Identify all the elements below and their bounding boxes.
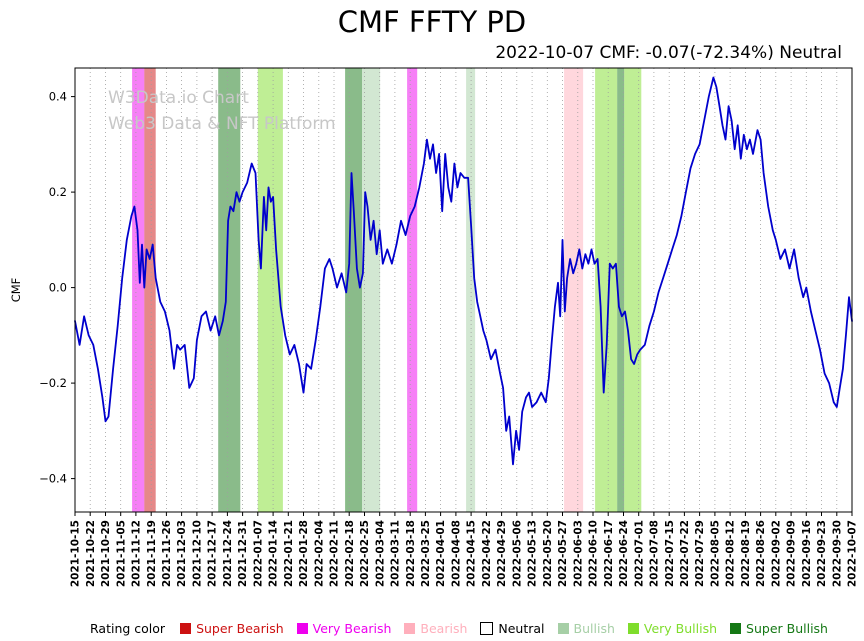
rating-legend: Rating color Super Bearish Very Bearish Be… [90, 621, 828, 636]
legend-swatch-neutral [480, 622, 494, 635]
legend-item-super_bullish: Super Bullish [730, 621, 828, 636]
legend-item-bearish: Bearish [404, 621, 467, 636]
legend-label-very_bullish: Very Bullish [643, 621, 718, 636]
x-tick-label: 2022-01-28 [298, 520, 310, 587]
x-tick-label: 2021-12-10 [192, 520, 204, 587]
x-tick-label: 2022-09-02 [770, 520, 782, 587]
legend-swatch-bullish [557, 623, 569, 634]
x-tick-label: 2022-10-07 [847, 520, 859, 587]
x-tick-label: 2022-09-16 [801, 520, 813, 587]
rating-band-super_bullish [617, 68, 625, 512]
legend-label-super_bullish: Super Bullish [746, 621, 828, 636]
legend-swatch-very_bullish [627, 623, 639, 634]
legend-label-very_bearish: Very Bearish [312, 621, 392, 636]
legend-swatch-bearish [404, 623, 416, 634]
x-tick-label: 2021-11-05 [115, 520, 127, 587]
legend-item-very_bearish: Very Bearish [296, 621, 392, 636]
x-tick-label: 2022-02-25 [359, 520, 371, 587]
x-tick-label: 2022-06-03 [572, 520, 584, 587]
y-tick-label: 0.2 [49, 185, 67, 199]
legend-swatch-super_bullish [730, 623, 742, 634]
chart-title: CMF FFTY PD [337, 5, 527, 39]
x-tick-label: 2022-02-11 [329, 520, 341, 587]
legend-items: Super Bearish Very Bearish Bearish Neutral B… [180, 621, 828, 636]
x-tick-label: 2022-05-13 [527, 520, 539, 587]
x-tick-label: 2022-06-24 [618, 520, 630, 587]
x-tick-label: 2022-04-29 [496, 520, 508, 587]
x-tick-label: 2022-04-22 [481, 520, 493, 587]
rating-band-bullish [466, 68, 476, 512]
x-tick-label: 2021-10-15 [70, 520, 82, 587]
x-tick-label: 2022-04-01 [435, 520, 447, 587]
x-tick-label: 2021-12-31 [237, 520, 249, 587]
legend-title: Rating color [90, 621, 166, 636]
x-tick-label: 2021-11-19 [146, 520, 158, 587]
x-tick-label: 2022-08-12 [725, 520, 737, 587]
legend-label-bearish: Bearish [420, 621, 468, 636]
x-tick-label: 2021-11-26 [161, 520, 173, 587]
x-tick-label: 2021-11-12 [131, 520, 143, 587]
legend-item-neutral: Neutral [480, 621, 545, 636]
legend-item-super_bearish: Super Bearish [180, 621, 284, 636]
x-tick-label: 2022-07-08 [649, 520, 661, 587]
x-tick-label: 2022-07-22 [679, 520, 691, 587]
rating-band-bullish [362, 68, 381, 512]
y-tick-label: −0.2 [39, 376, 67, 390]
rating-band-very_bullish [624, 68, 642, 512]
legend-label-bullish: Bullish [573, 621, 615, 636]
rating-band-super_bearish [144, 68, 156, 512]
legend-item-bullish: Bullish [557, 621, 615, 636]
x-tick-label: 2022-01-07 [252, 520, 264, 587]
rating-band-super_bullish [345, 68, 362, 512]
legend-label-neutral: Neutral [498, 621, 545, 636]
x-tick-label: 2022-07-15 [664, 520, 676, 587]
chart-subtitle: 2022-10-07 CMF: -0.07(-72.34%) Neutral [495, 43, 842, 63]
rating-band-very_bullish [595, 68, 618, 512]
legend-item-very_bullish: Very Bullish [627, 621, 718, 636]
y-tick-label: −0.4 [39, 472, 67, 486]
x-tick-label: 2022-03-04 [374, 520, 386, 587]
x-tick-label: 2021-12-03 [176, 520, 188, 587]
x-tick-label: 2022-08-05 [710, 520, 722, 587]
x-tick-label: 2022-03-11 [390, 520, 402, 587]
x-tick-label: 2022-01-21 [283, 520, 295, 587]
x-tick-label: 2022-01-14 [268, 520, 280, 587]
rating-band-super_bullish [218, 68, 241, 512]
x-tick-label: 2022-08-19 [740, 520, 752, 587]
x-tick-label: 2022-05-27 [557, 520, 569, 587]
x-tick-label: 2022-07-01 [633, 520, 645, 587]
x-tick-label: 2022-08-26 [755, 520, 767, 587]
x-tick-label: 2021-12-24 [222, 520, 234, 587]
x-tick-label: 2022-09-30 [831, 520, 843, 587]
legend-label-super_bearish: Super Bearish [196, 621, 284, 636]
x-tick-label: 2022-06-17 [603, 520, 615, 587]
x-tick-label: 2021-12-17 [207, 520, 219, 587]
legend-swatch-very_bearish [296, 623, 308, 634]
x-tick-label: 2022-04-08 [451, 520, 463, 587]
x-tick-label: 2022-03-25 [420, 520, 432, 587]
x-tick-label: 2022-03-18 [405, 520, 417, 587]
x-tick-label: 2021-10-29 [100, 520, 112, 587]
rating-band-very_bearish [407, 68, 418, 512]
x-tick-label: 2022-05-20 [542, 520, 554, 587]
x-tick-label: 2022-02-04 [313, 520, 325, 587]
legend-swatch-super_bearish [180, 623, 192, 634]
x-tick-label: 2022-07-29 [694, 520, 706, 587]
rating-band-very_bearish [132, 68, 145, 512]
cmf-line [74, 76, 853, 466]
y-axis-label: CMF [9, 278, 23, 303]
x-tick-label: 2022-04-15 [466, 520, 478, 587]
x-tick-label: 2022-09-23 [816, 520, 828, 587]
x-tick-label: 2022-06-10 [588, 520, 600, 587]
y-tick-label: 0.0 [49, 281, 67, 295]
x-tick-label: 2022-09-09 [786, 520, 798, 587]
x-tick-label: 2022-05-06 [511, 520, 523, 587]
plot-border [74, 67, 853, 513]
y-tick-label: 0.4 [49, 90, 67, 104]
rating-band-bearish [564, 68, 584, 512]
x-tick-label: 2021-10-22 [85, 520, 97, 587]
x-tick-label: 2022-02-18 [344, 520, 356, 587]
